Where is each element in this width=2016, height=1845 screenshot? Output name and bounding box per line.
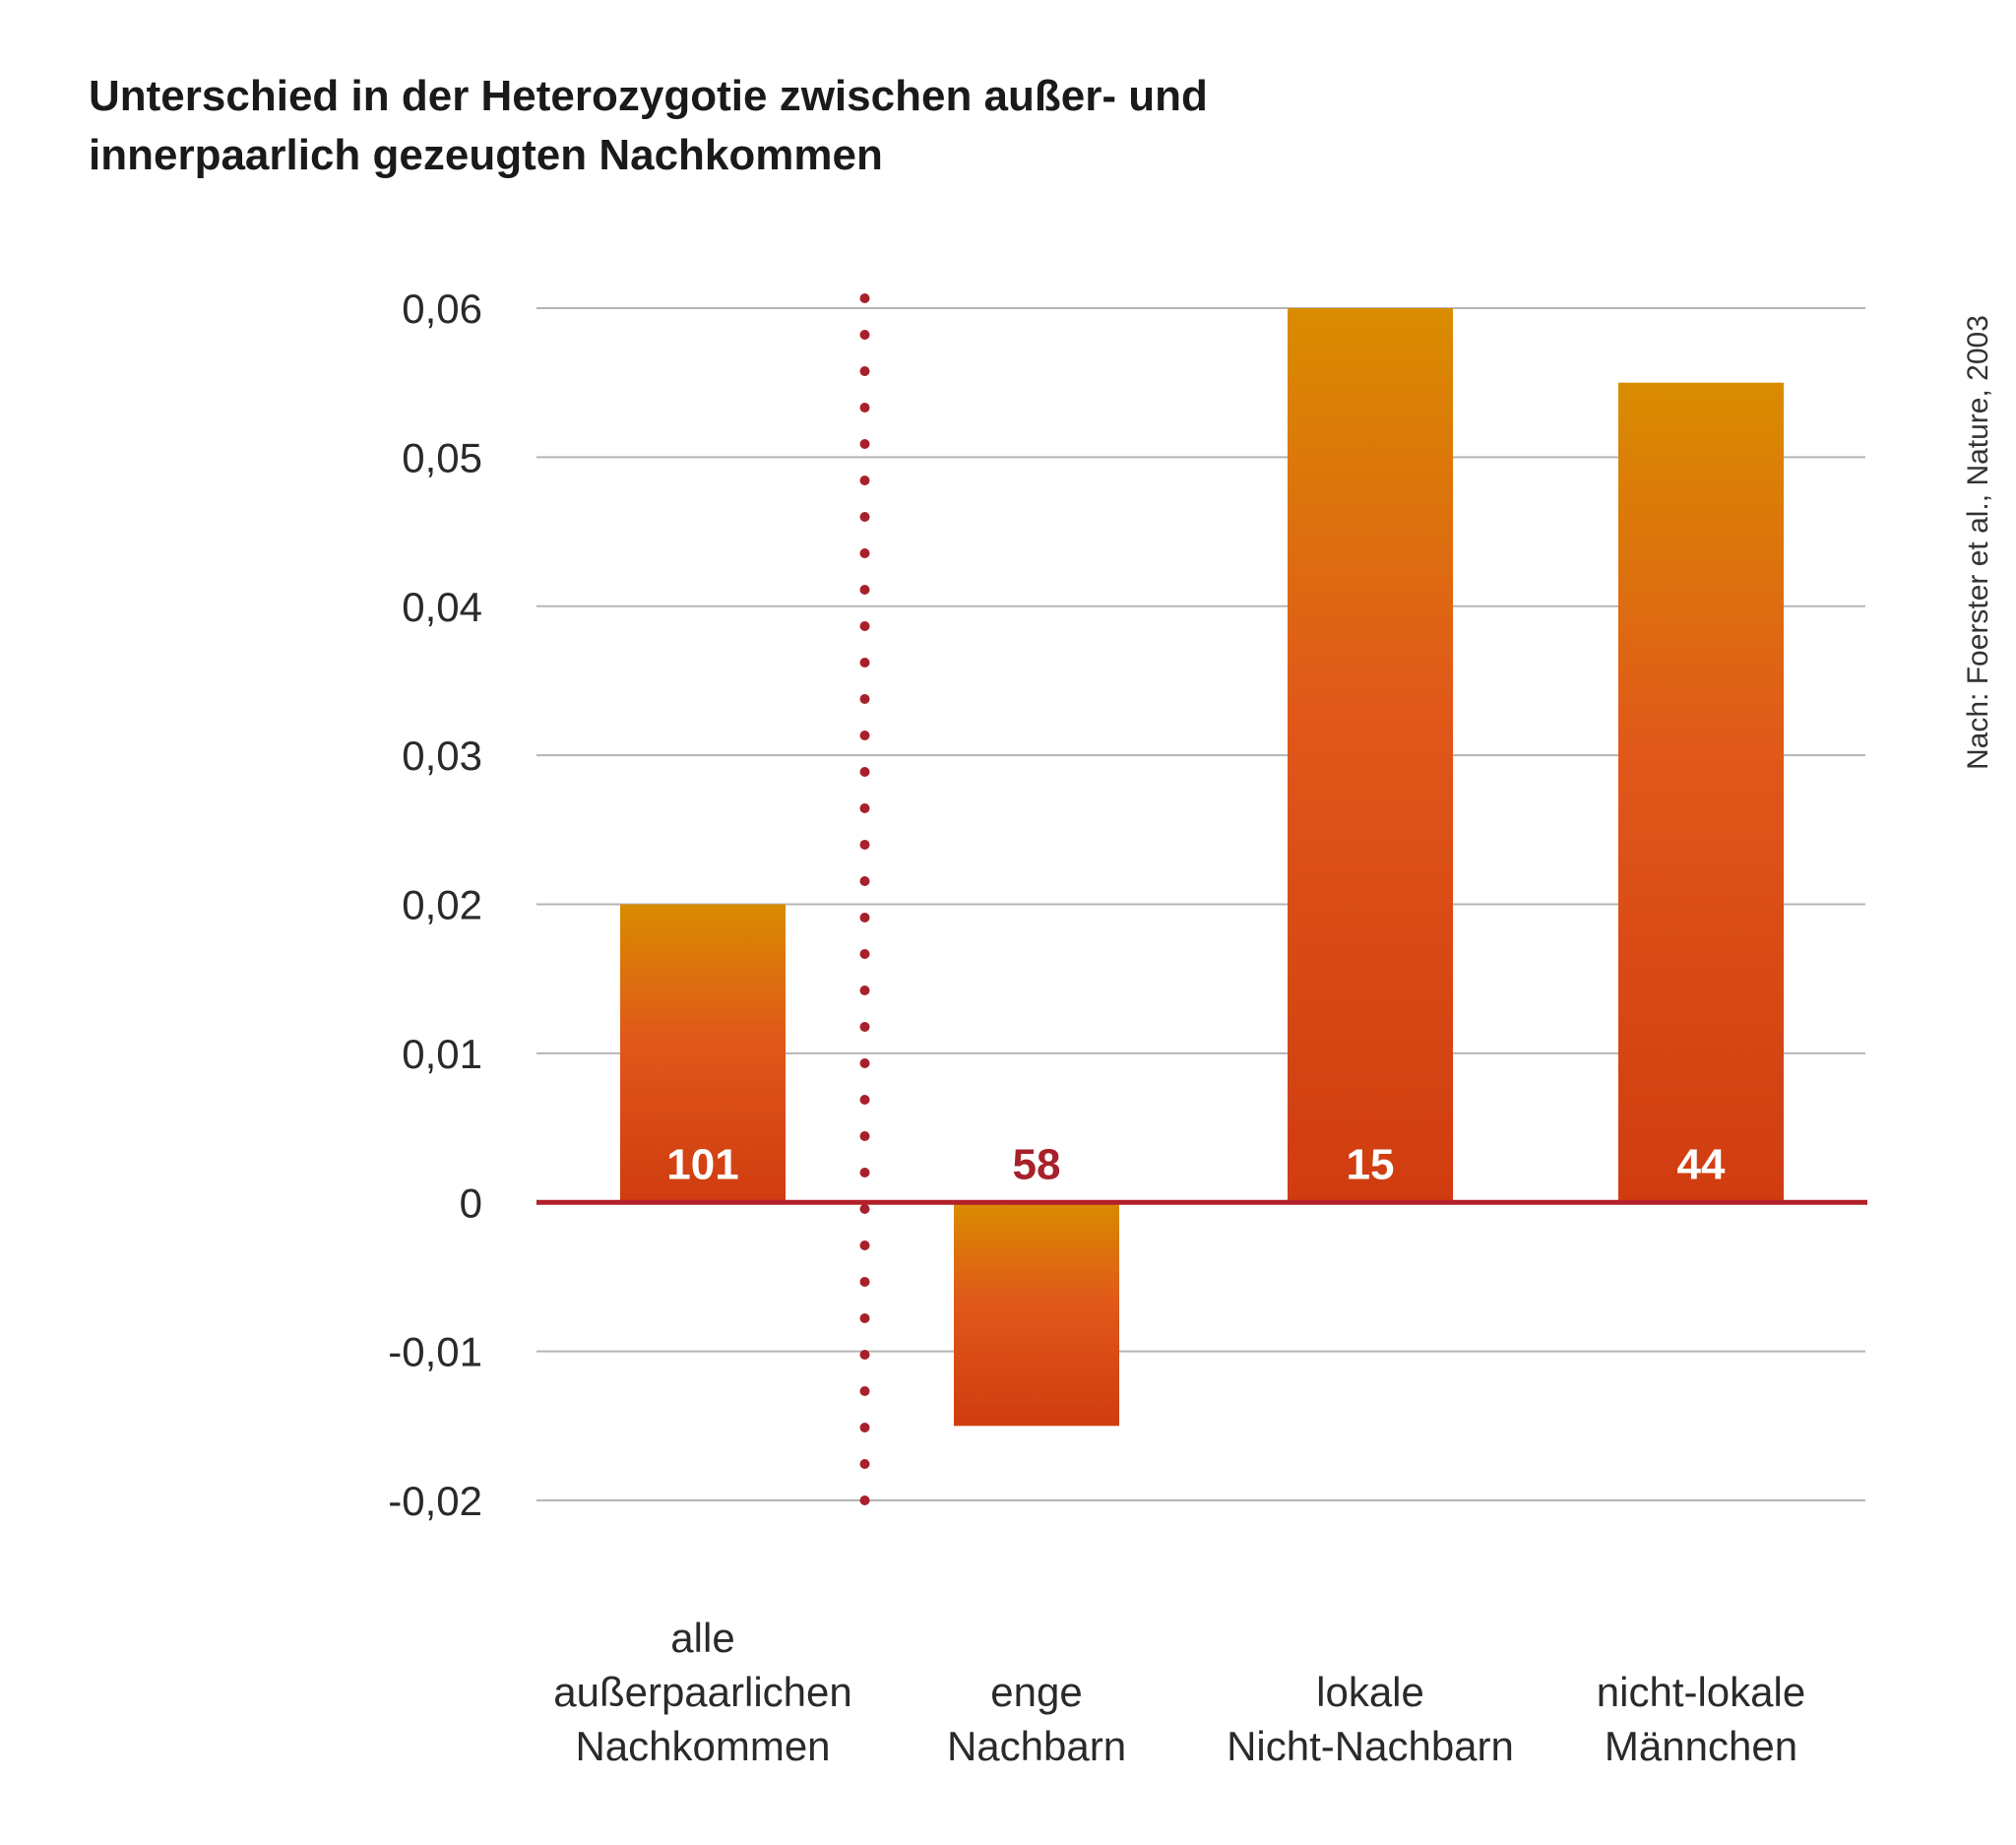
separator-dotted-line <box>859 293 870 1505</box>
separator-dot <box>859 840 870 850</box>
separator-layer <box>859 293 870 1505</box>
bars <box>620 308 1784 1427</box>
separator-dot <box>859 476 870 485</box>
y-tick-label: -0,01 <box>388 1329 482 1375</box>
separator-dot <box>859 913 870 922</box>
separator-dot <box>859 512 870 522</box>
category-label: enge Nachbarn <box>947 1669 1126 1769</box>
category-label-line: Männchen <box>1605 1723 1797 1769</box>
y-tick-label: 0,01 <box>402 1031 482 1077</box>
separator-dot <box>859 876 870 886</box>
separator-dot <box>859 585 870 595</box>
y-tick-label: 0 <box>460 1179 482 1226</box>
separator-dot <box>859 403 870 413</box>
chart-title-line-1: Unterschied in der Heterozygotie zwische… <box>89 72 1208 120</box>
bar <box>620 904 786 1203</box>
separator-dot <box>859 767 870 777</box>
chart-title-line-2: innerpaarlich gezeugten Nachkommen <box>89 131 883 179</box>
separator-dot <box>859 1423 870 1432</box>
category-label-line: außerpaarlichen <box>553 1669 852 1715</box>
separator-dot <box>859 694 870 704</box>
bar <box>954 1202 1119 1427</box>
separator-dot <box>859 1241 870 1250</box>
separator-dot <box>859 986 870 995</box>
separator-dot <box>859 439 870 449</box>
category-label-line: nicht-lokale <box>1597 1669 1805 1715</box>
chart-title: Unterschied in der Heterozygotie zwische… <box>89 72 1208 179</box>
separator-dot <box>859 1313 870 1323</box>
y-tick-label: 0,04 <box>402 584 482 630</box>
separator-dot <box>859 1095 870 1105</box>
category-label-line: Nachbarn <box>947 1723 1126 1769</box>
separator-dot <box>859 621 870 631</box>
separator-dot <box>859 1168 870 1177</box>
separator-dot <box>859 731 870 740</box>
y-tick-label: 0,06 <box>402 286 482 332</box>
separator-dot <box>859 1277 870 1287</box>
separator-dot <box>859 1459 870 1469</box>
source-note: Nach: Foerster et al., Nature, 2003 <box>1962 315 1994 770</box>
sample-size-labels: 101 58 15 44 <box>666 1140 1726 1188</box>
separator-dot <box>859 658 870 668</box>
y-tick-label: 0,03 <box>402 732 482 779</box>
separator-dot <box>859 366 870 376</box>
category-label: lokale Nicht-Nachbarn <box>1227 1669 1514 1769</box>
bar <box>1618 382 1784 1203</box>
separator-dot <box>859 330 870 340</box>
separator-dot <box>859 1131 870 1141</box>
y-axis-ticks: 0,06 0,05 0,04 0,03 0,02 0,01 0 -0,01 -0,02 <box>388 286 482 1524</box>
y-tick-label: -0,02 <box>388 1478 482 1524</box>
category-label-line: alle <box>670 1615 734 1661</box>
bar <box>1288 308 1453 1203</box>
category-label-line: enge <box>990 1669 1082 1715</box>
separator-dot <box>859 1350 870 1360</box>
category-label: alle außerpaarlichen Nachkommen <box>553 1615 852 1769</box>
y-tick-label: 0,02 <box>402 882 482 928</box>
category-label-line: Nachkommen <box>575 1723 830 1769</box>
separator-dot <box>859 1495 870 1505</box>
separator-dot <box>859 803 870 813</box>
category-label-line: Nicht-Nachbarn <box>1227 1723 1514 1769</box>
sample-size-label: 58 <box>1013 1140 1061 1188</box>
y-tick-label: 0,05 <box>402 434 482 480</box>
category-label-line: lokale <box>1316 1669 1424 1715</box>
sample-size-label: 101 <box>666 1140 738 1188</box>
separator-dot <box>859 1058 870 1068</box>
category-label: nicht-lokale Männchen <box>1597 1669 1805 1769</box>
separator-dot <box>859 1204 870 1214</box>
separator-dot <box>859 1022 870 1032</box>
separator-dot <box>859 293 870 303</box>
separator-dot <box>859 949 870 959</box>
sample-size-label: 15 <box>1347 1140 1395 1188</box>
separator-dot <box>859 1386 870 1396</box>
sample-size-label: 44 <box>1677 1140 1726 1188</box>
category-labels: alle außerpaarlichen Nachkommen enge Nachbar… <box>553 1615 1805 1769</box>
separator-dot <box>859 548 870 558</box>
